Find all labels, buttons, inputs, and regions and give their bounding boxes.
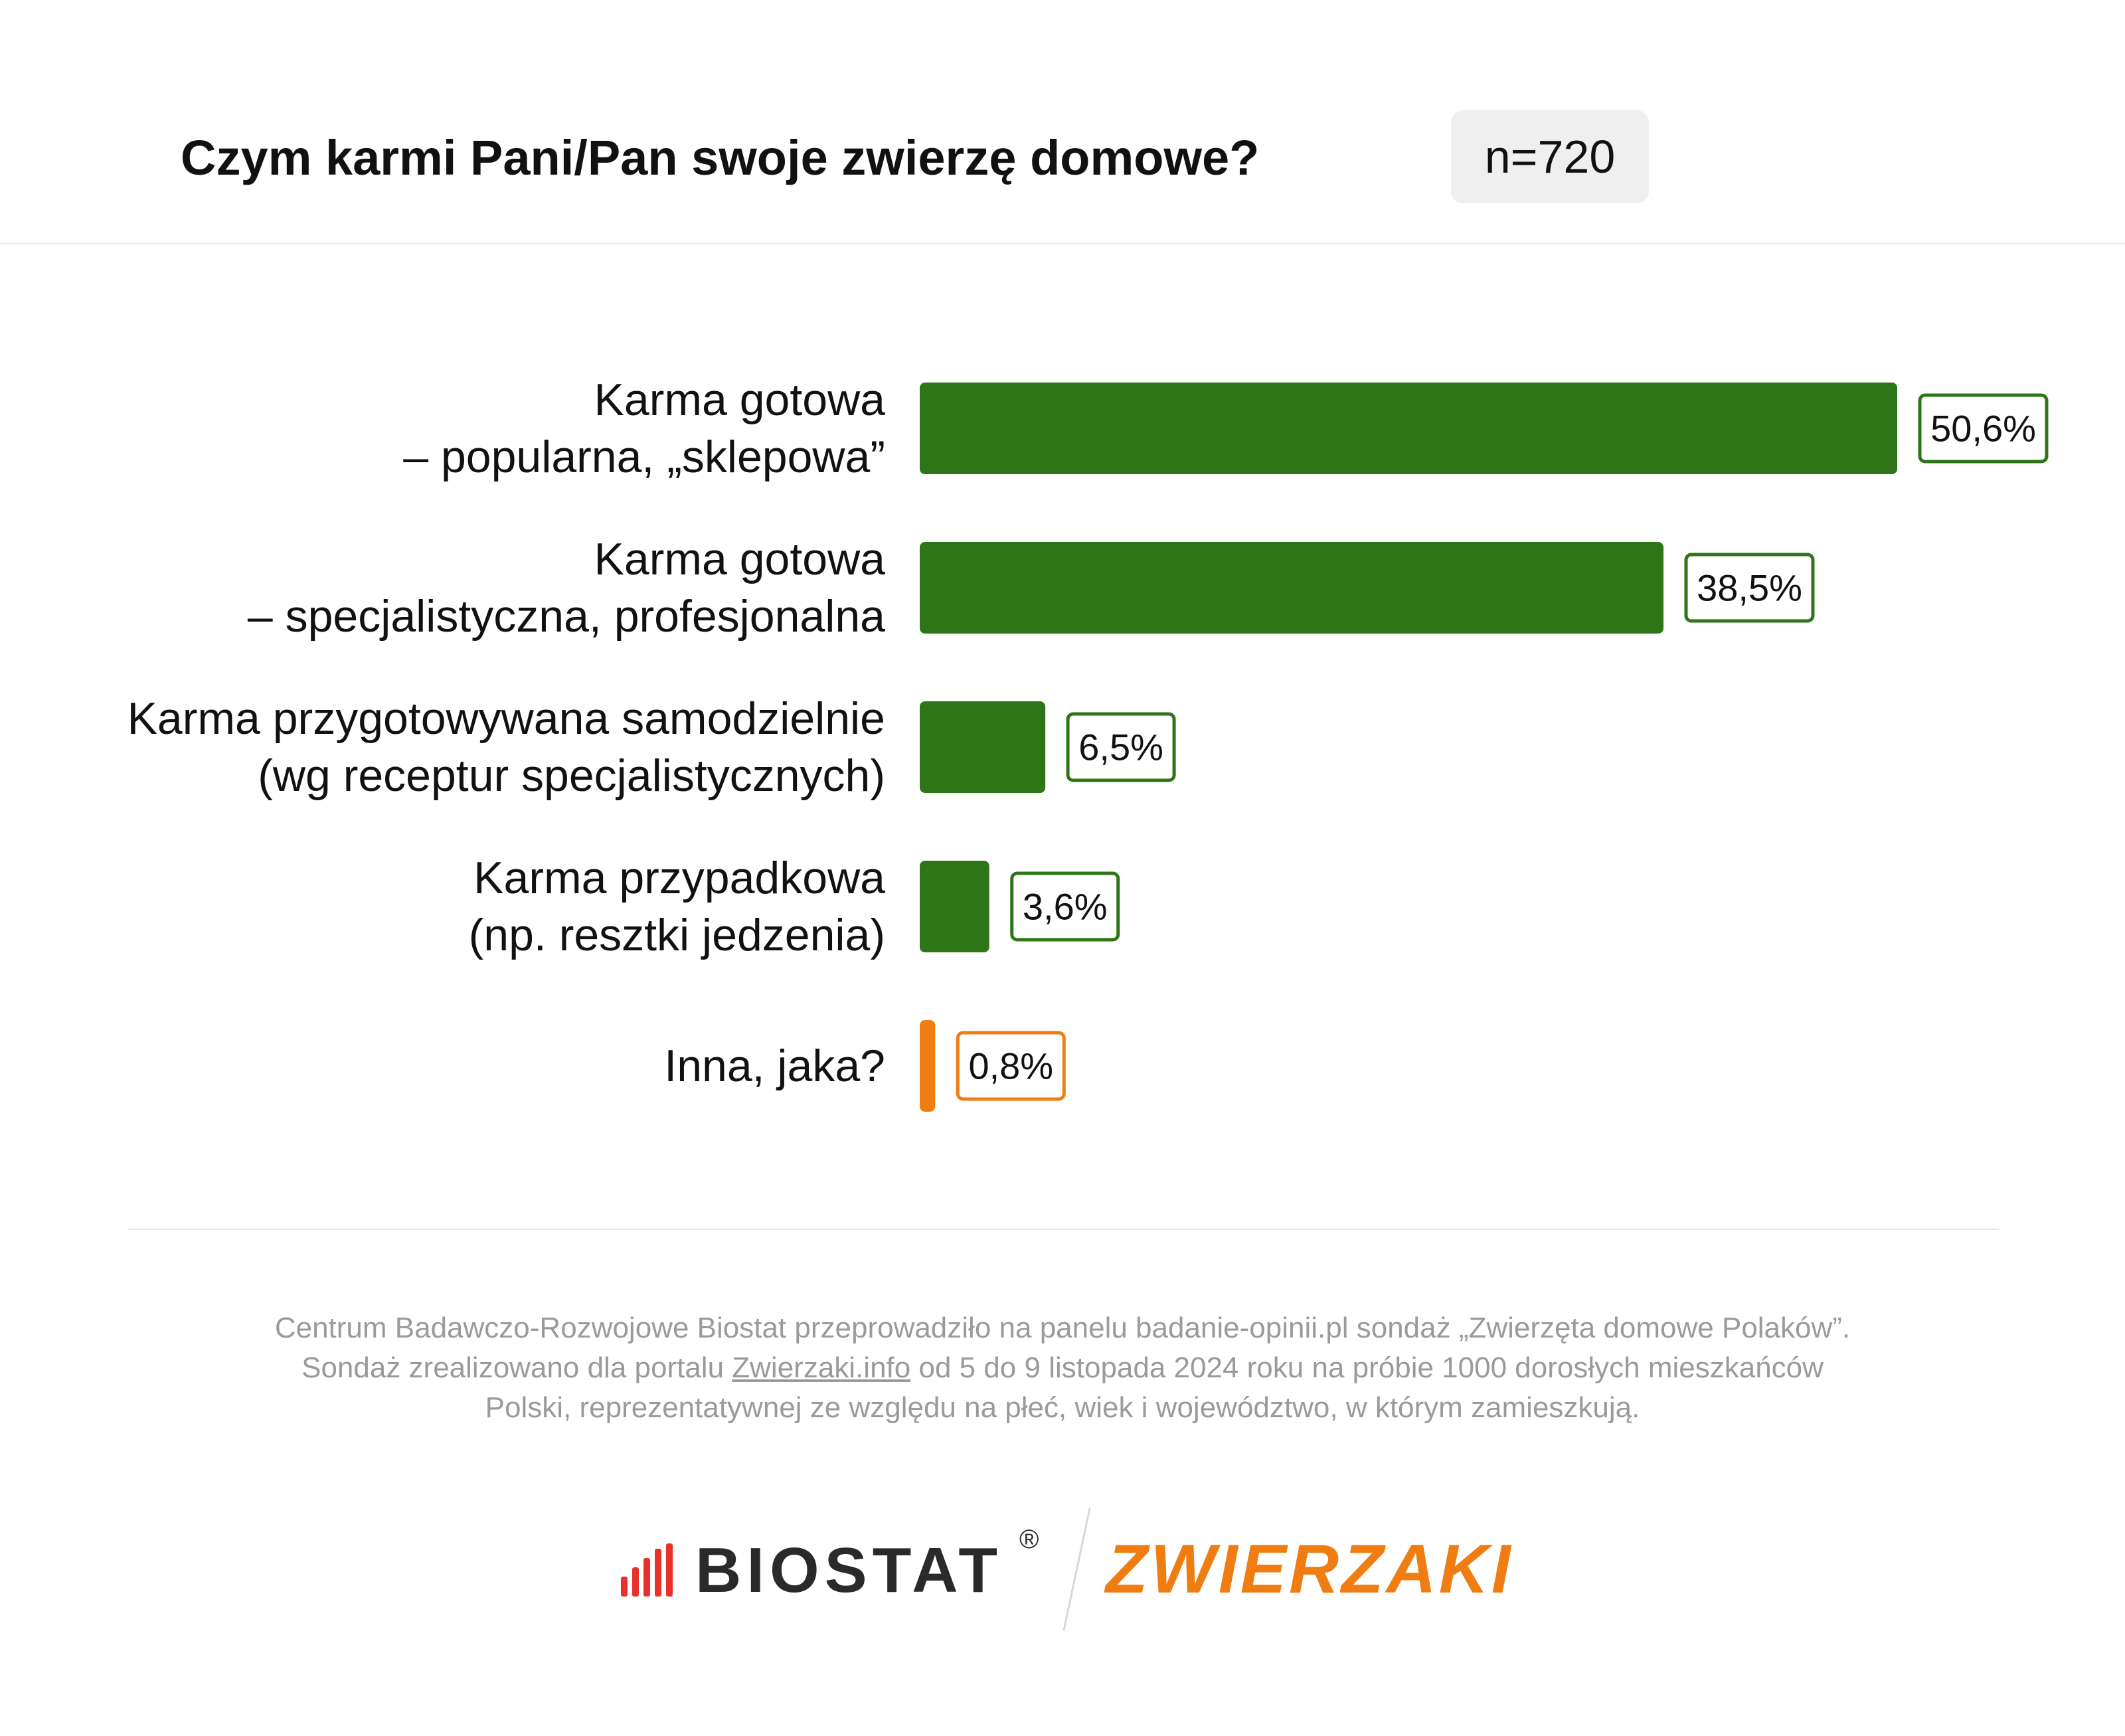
value-box-3	[1066, 712, 1176, 782]
category-label-1-line-2: – popularna, „sklepowa”	[403, 432, 885, 482]
value-box-2	[1684, 553, 1815, 623]
header: Czym karmi Pani/Pan swoje zwierzę domowe…	[0, 0, 2125, 244]
biostat-bars-icon	[621, 1543, 673, 1597]
footnote-line-3: Polski, reprezentatywnej ze względu na p…	[485, 1391, 1640, 1424]
value-label-4: 3,6%	[1023, 886, 1108, 928]
value-label-2: 38,5%	[1697, 567, 1802, 609]
value-label-1: 50,6%	[1930, 408, 2036, 450]
value-box-1	[1918, 393, 2049, 464]
sample-size-badge: n=720	[1451, 110, 1649, 203]
logo-separator	[1062, 1507, 1091, 1632]
category-label-3-line-2: (wg receptur specjalistycznych)	[258, 750, 885, 801]
registered-mark: ®	[1019, 1525, 1039, 1554]
value-label-3: 6,5%	[1078, 727, 1163, 768]
bar-4	[920, 861, 989, 952]
biostat-wordmark: BIOSTAT	[695, 1535, 1003, 1606]
divider	[128, 1229, 1999, 1230]
bar-5	[920, 1020, 936, 1112]
category-label-2-line-1: Karma gotowa	[594, 534, 886, 584]
category-label-1-line-1: Karma gotowa	[594, 375, 886, 425]
bar-1	[920, 383, 1897, 474]
value-box-5	[956, 1031, 1066, 1101]
category-label-5-line-1: Inna, jaka?	[664, 1041, 885, 1091]
bar-3	[920, 701, 1046, 793]
bar-2	[920, 542, 1663, 634]
category-label-3-line-1: Karma przygotowywana samodzielnie	[128, 693, 885, 744]
footnote-line-2-end: od 5 do 9 listopada 2024 roku na próbie …	[910, 1351, 1824, 1384]
bar-chart: Karma gotowa – popularna, „sklepowa” 50,6%…	[128, 375, 2049, 1112]
zwierzaki-link[interactable]: Zwierzaki.info	[732, 1351, 911, 1384]
category-label-4-line-1: Karma przypadkowa	[473, 853, 885, 903]
value-label-5: 0,8%	[968, 1045, 1053, 1087]
footnote-line-2-start: Sondaż zrealizowano dla portalu	[301, 1351, 732, 1384]
value-box-4	[1010, 871, 1120, 942]
category-label-4-line-2: (np. resztki jedzenia)	[469, 910, 885, 960]
footnote: Centrum Badawczo-Rozwojowe Biostat przep…	[66, 1308, 2059, 1428]
category-label-2-line-2: – specjalistyczna, profesjonalna	[248, 591, 885, 642]
zwierzaki-logo: ZWIERZAKI	[1106, 1531, 1513, 1608]
footnote-line-1: Centrum Badawczo-Rozwojowe Biostat przep…	[274, 1312, 1851, 1344]
chart-title: Czym karmi Pani/Pan swoje zwierzę domowe…	[181, 130, 1260, 185]
logos: BIOSTAT ® ZWIERZAKI	[0, 1494, 2125, 1647]
footnote-line-2: Sondaż zrealizowano dla portalu Zwierzak…	[66, 1348, 2059, 1388]
